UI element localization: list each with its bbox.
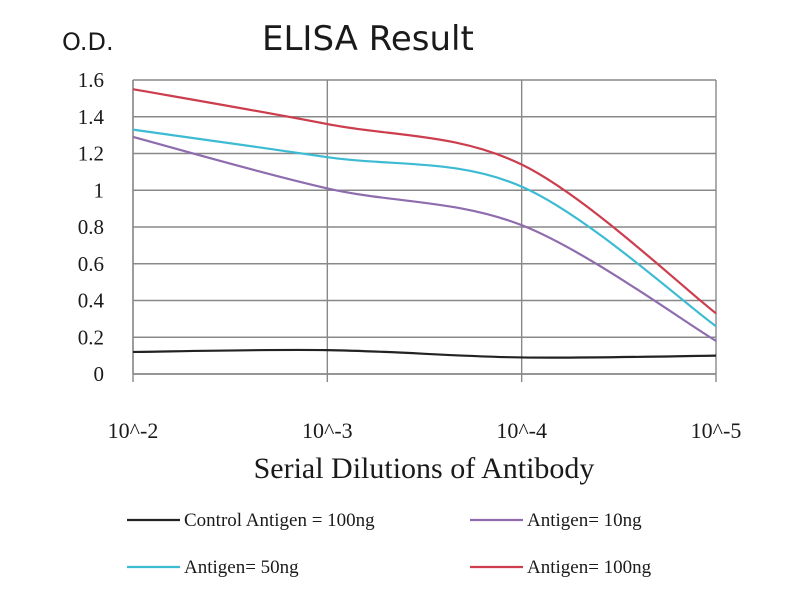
series-lines <box>132 88 717 359</box>
legend-label: Control Antigen = 100ng <box>184 510 375 531</box>
y-tick-label: 0.8 <box>78 215 104 239</box>
x-tick-label: 10^-2 <box>108 418 159 443</box>
y-tick-label: 1.6 <box>78 68 104 92</box>
y-tick-label: 1 <box>94 178 105 202</box>
legend-label: Antigen= 10ng <box>527 510 642 531</box>
legend-label: Antigen= 50ng <box>184 557 299 578</box>
series-line-control-antigen-100ng <box>132 348 717 359</box>
x-tick-label: 10^-3 <box>302 418 353 443</box>
chart-title: ELISA Result <box>262 19 474 59</box>
x-tick-labels: 10^-2 10^-3 10^-4 10^-5 <box>108 418 742 443</box>
x-tick-label: 10^-4 <box>496 418 547 443</box>
grid-lines <box>132 79 717 375</box>
y-tick-label: 1.2 <box>78 142 104 166</box>
legend-item: Antigen= 10ng <box>470 510 642 531</box>
y-tick-label: 0.4 <box>78 289 105 313</box>
y-tick-label: 0 <box>94 362 105 386</box>
axes <box>132 80 717 382</box>
y-tick-label: 0.2 <box>78 325 104 349</box>
x-axis-label: Serial Dilutions of Antibody <box>254 452 595 485</box>
legend: Control Antigen = 100ng Antigen= 10ng Anti… <box>127 510 652 578</box>
legend-item: Antigen= 100ng <box>470 557 652 578</box>
x-tick-label: 10^-5 <box>691 418 742 443</box>
series-line-antigen-100ng <box>132 88 717 315</box>
y-tick-label: 0.6 <box>78 252 104 276</box>
series-line-antigen-50ng <box>132 128 717 328</box>
series-line-antigen-10ng <box>132 135 717 342</box>
y-axis-label: O.D. <box>62 28 114 56</box>
legend-item: Control Antigen = 100ng <box>127 510 375 531</box>
legend-item: Antigen= 50ng <box>127 557 299 578</box>
legend-label: Antigen= 100ng <box>527 557 652 578</box>
y-tick-label: 1.4 <box>78 105 105 129</box>
y-tick-labels: 0 0.2 0.4 0.6 0.8 1 1.2 1.4 1.6 <box>78 68 105 386</box>
